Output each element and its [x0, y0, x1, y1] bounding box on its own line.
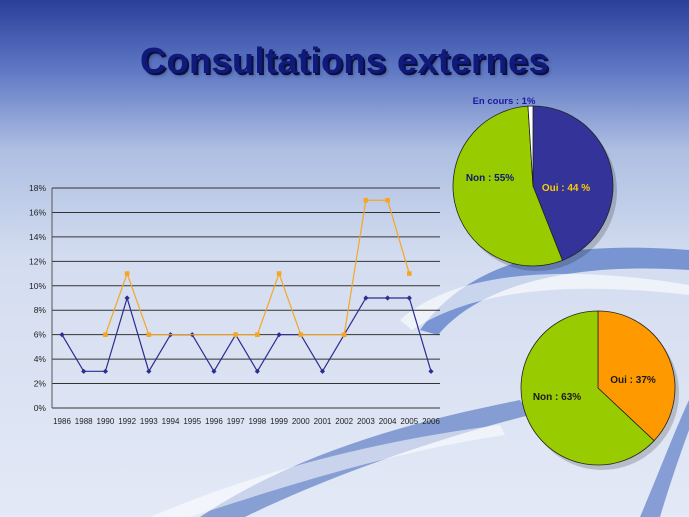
x-tick-label: 2002	[335, 417, 353, 426]
data-point	[276, 271, 282, 276]
data-point	[103, 332, 108, 337]
x-tick-label: 1998	[248, 417, 266, 426]
y-tick-label: 0%	[34, 403, 47, 413]
pie-slice	[532, 105, 614, 261]
data-point	[254, 368, 260, 374]
swoosh-lower-light	[150, 425, 505, 517]
pie-slice-label: En cours : 1%	[473, 96, 536, 107]
series-line-1	[61, 295, 432, 373]
pie-slice	[527, 105, 534, 187]
pie-slice-label: Oui : 44 %	[542, 183, 590, 194]
x-tick-label: 2000	[292, 417, 310, 426]
x-tick-label: 2001	[314, 417, 332, 426]
x-tick-label: 1986	[53, 417, 71, 426]
data-point	[124, 295, 130, 301]
x-tick-label: 2003	[357, 417, 375, 426]
slide-title: Consultations externes	[139, 40, 550, 81]
y-tick-label: 14%	[29, 232, 46, 242]
data-point	[385, 197, 390, 203]
x-tick-label: 1994	[162, 417, 180, 426]
data-point	[428, 368, 434, 374]
x-tick-label: 1995	[183, 417, 201, 426]
y-tick-label: 2%	[34, 379, 47, 389]
x-tick-label: 1996	[205, 417, 223, 426]
y-tick-label: 6%	[34, 330, 47, 340]
data-point	[384, 295, 391, 301]
y-tick-label: 8%	[34, 305, 47, 315]
pie-slice	[452, 105, 563, 267]
data-point	[233, 332, 238, 337]
data-point	[341, 332, 347, 337]
data-point	[276, 332, 282, 338]
data-point	[81, 368, 87, 374]
x-tick-label: 2006	[422, 417, 440, 426]
x-tick-label: 1997	[227, 417, 245, 426]
x-tick-label: 1992	[118, 417, 136, 426]
data-point	[146, 332, 152, 337]
data-point	[102, 368, 109, 374]
pie-slice	[520, 310, 655, 466]
x-tick-label: 1993	[140, 417, 158, 426]
swoosh-upper-light	[400, 273, 689, 330]
pie-slice-label: Non : 55%	[466, 173, 514, 184]
x-tick-label: 2004	[379, 417, 397, 426]
data-point	[363, 295, 369, 301]
pie-slice	[597, 310, 676, 442]
x-tick-label: 1999	[270, 417, 288, 426]
x-tick-label: 1988	[75, 417, 93, 426]
pie-slice-label: Oui : 37%	[610, 375, 656, 386]
y-tick-label: 4%	[34, 354, 47, 364]
data-point	[211, 368, 217, 374]
x-tick-label: 1990	[97, 417, 115, 426]
pie-slice-label: Non : 63%	[533, 392, 581, 403]
data-point	[363, 197, 369, 203]
swoosh-right	[640, 400, 689, 517]
data-point	[406, 295, 412, 301]
y-tick-label: 12%	[29, 256, 46, 266]
data-point	[319, 368, 326, 374]
data-point	[255, 332, 260, 337]
data-point	[146, 368, 152, 374]
data-point	[124, 271, 130, 276]
y-tick-label: 16%	[29, 207, 46, 217]
x-tick-label: 2005	[400, 417, 418, 426]
y-tick-label: 18%	[29, 183, 46, 193]
data-point	[406, 271, 412, 276]
data-point	[59, 332, 65, 338]
data-point	[298, 332, 304, 337]
y-tick-label: 10%	[29, 281, 46, 291]
